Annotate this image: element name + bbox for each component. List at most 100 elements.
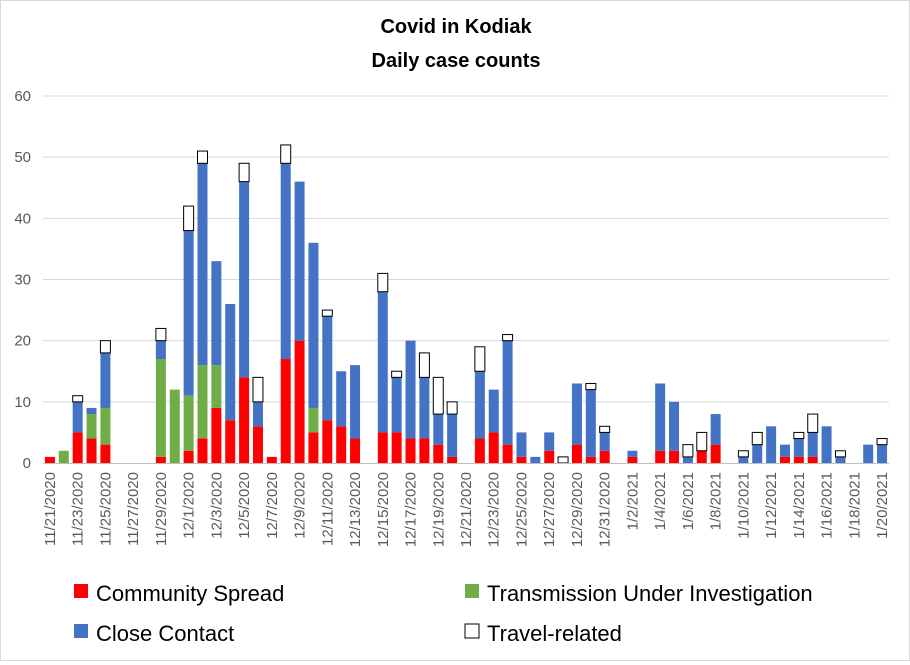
x-tick-label: 11/21/2020: [42, 472, 59, 546]
bar-close-contact: [183, 230, 194, 396]
bar-close-contact: [502, 340, 513, 445]
bar-community-spread: [516, 456, 527, 463]
bar-close-contact: [863, 444, 874, 463]
bar-close-contact: [779, 444, 790, 457]
bar-close-contact: [350, 365, 361, 439]
bar-community-spread: [433, 444, 444, 463]
x-tick-label: 12/15/2020: [375, 472, 392, 547]
bar-community-spread: [336, 426, 347, 463]
bar-close-contact: [571, 383, 582, 445]
bar-transmission-under-investigation: [100, 407, 111, 445]
bar-community-spread: [793, 456, 804, 463]
x-tick-label: 12/23/2020: [486, 472, 503, 547]
bar-close-contact: [294, 181, 305, 341]
bar-travel-related: [807, 413, 819, 433]
bar-travel-related: [751, 431, 763, 446]
bar-community-spread: [225, 420, 236, 463]
bar-close-contact: [877, 444, 888, 463]
bar-travel-related: [418, 352, 430, 378]
y-tick-label: 0: [23, 455, 31, 472]
bar-community-spread: [571, 444, 582, 463]
bar-close-contact: [197, 163, 208, 366]
x-tick-label: 12/25/2020: [513, 472, 530, 547]
bar-community-spread: [239, 377, 250, 463]
x-tick-label: 1/6/2021: [680, 472, 697, 530]
bar-close-contact: [599, 432, 610, 451]
bar-transmission-under-investigation: [169, 389, 180, 463]
bar-community-spread: [779, 456, 790, 463]
bar-travel-related: [252, 376, 264, 403]
bar-travel-related: [72, 395, 84, 403]
bar-community-spread: [308, 432, 319, 463]
bar-community-spread: [197, 438, 208, 463]
x-tick-label: 12/31/2020: [597, 472, 614, 547]
bar-close-contact: [807, 432, 818, 457]
bar-community-spread: [280, 359, 291, 463]
y-tick-label: 50: [14, 149, 31, 166]
bar-travel-related: [737, 450, 749, 458]
x-tick-label: 12/21/2020: [458, 472, 475, 547]
bar-community-spread: [502, 444, 513, 463]
bar-close-contact: [655, 383, 666, 451]
bar-travel-related: [99, 340, 111, 354]
bar-travel-related: [432, 376, 444, 415]
x-tick-label: 1/2/2021: [624, 472, 641, 530]
bar-close-contact: [336, 371, 347, 427]
x-tick-label: 1/16/2021: [819, 472, 836, 539]
bar-community-spread: [100, 444, 111, 463]
bar-travel-related: [876, 438, 888, 446]
x-axis-ticks: 11/21/2020 11/23/2020 11/25/2020 11/27/2020…: [42, 472, 891, 547]
bar-close-contact: [447, 414, 458, 457]
x-tick-label: 1/18/2021: [846, 472, 863, 539]
bar-travel-related: [280, 144, 292, 164]
x-tick-label: 11/27/2020: [125, 472, 142, 546]
bar-close-contact: [211, 261, 222, 366]
x-tick-label: 1/8/2021: [708, 472, 725, 530]
bar-close-contact: [280, 163, 291, 360]
bar-close-contact: [516, 432, 527, 457]
bar-travel-related: [502, 334, 514, 342]
bar-community-spread: [377, 432, 388, 463]
legend-label-close-contact: Close Contact: [96, 621, 234, 646]
bar-travel-related: [834, 450, 846, 458]
bar-travel-related: [474, 346, 486, 372]
bar-close-contact: [627, 450, 638, 457]
bar-travel-related: [238, 162, 250, 183]
x-tick-label: 12/7/2020: [264, 472, 281, 539]
bar-community-spread: [447, 456, 458, 463]
legend-swatch-transmission-under-investigation: [465, 584, 479, 598]
bar-close-contact: [835, 456, 846, 463]
bar-transmission-under-investigation: [308, 407, 319, 433]
y-tick-label: 60: [14, 88, 31, 105]
bar-community-spread: [252, 426, 263, 463]
bar-travel-related: [599, 425, 611, 433]
bar-travel-related: [183, 205, 195, 232]
legend-label-community-spread: Community Spread: [96, 581, 284, 606]
x-tick-label: 12/1/2020: [181, 472, 198, 539]
y-axis-ticks: 0 10 20 30 40 50 60: [14, 88, 31, 472]
bar-close-contact: [100, 352, 111, 408]
bar-community-spread: [350, 438, 361, 463]
x-tick-label: 1/4/2021: [652, 472, 669, 530]
legend: Community Spread Transmission Under Inves…: [74, 581, 813, 646]
bar-close-contact: [239, 181, 250, 378]
bar-close-contact: [585, 389, 596, 457]
bar-transmission-under-investigation: [58, 450, 69, 463]
chart-title: Covid in Kodiak: [380, 16, 532, 38]
bar-community-spread: [322, 420, 333, 463]
x-tick-label: 12/27/2020: [541, 472, 558, 547]
bar-transmission-under-investigation: [197, 365, 208, 439]
bar-close-contact: [488, 389, 499, 433]
bar-community-spread: [44, 456, 55, 463]
bar-travel-related: [793, 431, 805, 440]
x-tick-label: 12/13/2020: [347, 472, 364, 547]
bar-transmission-under-investigation: [211, 365, 222, 408]
bar-close-contact: [766, 426, 777, 463]
bar-community-spread: [391, 432, 402, 463]
bar-travel-related: [391, 370, 403, 378]
bar-transmission-under-investigation: [86, 414, 97, 439]
bar-close-contact: [793, 438, 804, 457]
y-tick-label: 30: [14, 272, 31, 289]
x-tick-label: 12/17/2020: [403, 472, 420, 547]
